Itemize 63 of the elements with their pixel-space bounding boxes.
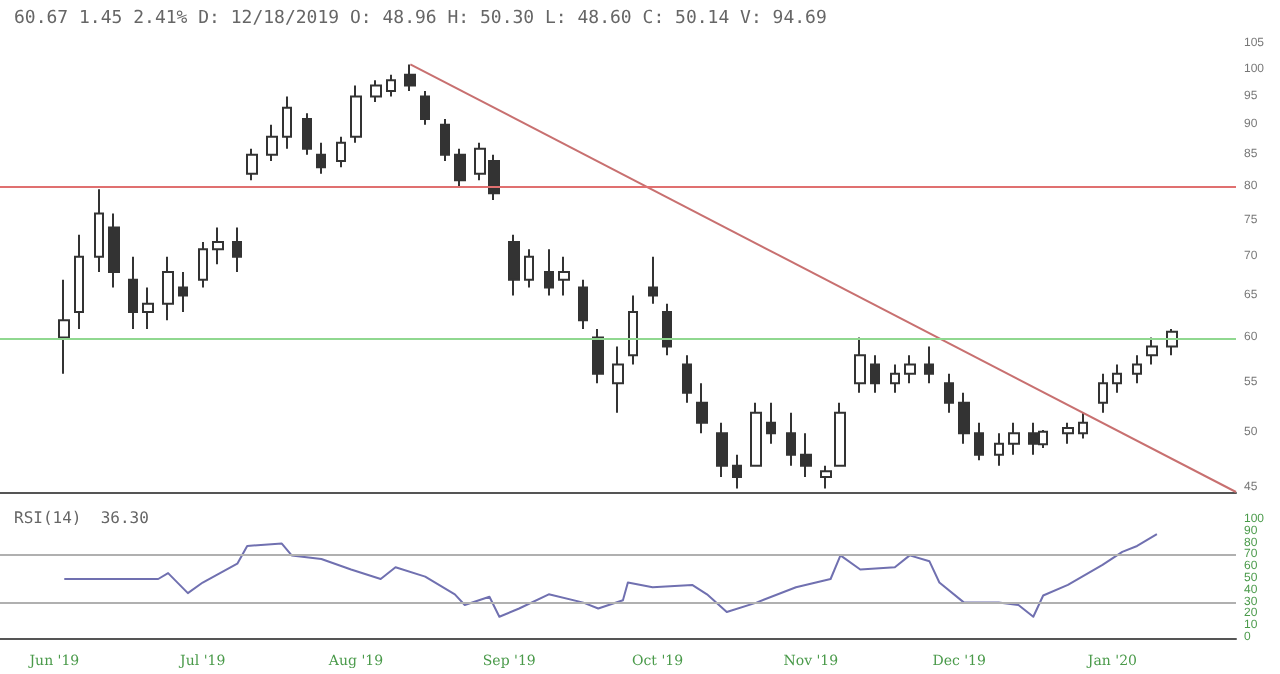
candlestick [336, 135, 346, 169]
candlestick [94, 188, 104, 273]
candlestick [440, 118, 450, 163]
candlestick [820, 464, 832, 490]
candlestick [58, 278, 70, 375]
candlestick [786, 411, 796, 467]
candlestick [904, 354, 916, 385]
candlestick [1112, 363, 1122, 394]
candlestick [302, 112, 312, 156]
chart-title: 60.67 1.45 2.41% D: 12/18/2019 O: 48.96 H: 50.30 L: 48.60 C: 50.14 V: 94.69 [14, 9, 827, 29]
candlestick [682, 354, 692, 404]
candlestick [732, 453, 742, 490]
candlestick [74, 233, 84, 330]
candlestick [282, 95, 292, 150]
candlestick [178, 270, 188, 313]
candlestick [198, 240, 208, 289]
candlestick [716, 421, 728, 478]
candlestick [612, 345, 624, 414]
candlestick [544, 248, 554, 297]
line-series [63, 533, 1158, 618]
candlestick [696, 382, 708, 435]
candlestick [578, 278, 588, 330]
candlestick [370, 79, 382, 104]
candlestick [108, 212, 120, 289]
candlestick [628, 294, 638, 366]
candlestick [350, 84, 362, 144]
candlestick [1098, 372, 1108, 414]
candlestick [386, 73, 396, 98]
candlestick [558, 255, 570, 297]
candlestick [404, 63, 416, 93]
candlestick [870, 354, 880, 394]
candlestick [316, 141, 326, 175]
candlestick [232, 226, 242, 273]
candlestick [246, 147, 258, 182]
candlestick [266, 123, 278, 163]
candlestick [142, 286, 154, 330]
candlestick [1008, 421, 1020, 456]
chart-title: RSI(14) 36.30 [14, 509, 150, 527]
candlestick [662, 302, 672, 357]
candlestick [944, 372, 954, 414]
candlestick [592, 327, 604, 385]
candlestick [958, 391, 970, 445]
candlestick [890, 363, 900, 394]
candlestick [766, 401, 776, 445]
candlestick [924, 345, 934, 385]
candlestick [648, 255, 658, 305]
candlestick [974, 421, 984, 462]
candlestick [854, 336, 866, 394]
candlestick [1078, 411, 1088, 440]
candlestick [1132, 354, 1142, 385]
candlestick [420, 90, 430, 126]
candlestick [508, 233, 520, 297]
candlestick [1062, 421, 1074, 445]
candlestick [162, 255, 174, 322]
candlestick [800, 432, 812, 478]
candlestick [1146, 336, 1158, 366]
candlestick [834, 401, 846, 467]
candlestick [750, 401, 762, 467]
candlestick [994, 432, 1004, 467]
candlestick [524, 248, 534, 289]
candlestick [454, 147, 466, 188]
candlestick [128, 255, 138, 330]
candlestick [212, 226, 224, 266]
